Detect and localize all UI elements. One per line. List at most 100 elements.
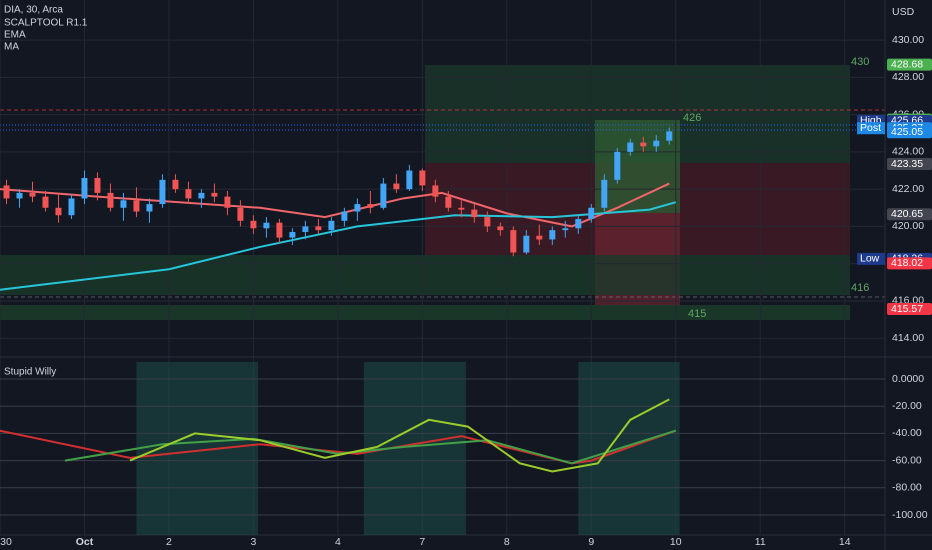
price-tag xyxy=(887,126,932,139)
line xyxy=(0,201,677,291)
candle-body xyxy=(211,192,218,197)
candle-body xyxy=(289,232,296,238)
price-tag-label: 418.02 xyxy=(891,257,923,269)
candle-body xyxy=(276,222,283,238)
zone-green-bottom xyxy=(0,305,850,320)
candle-body xyxy=(263,222,270,229)
candle-body xyxy=(133,200,140,212)
y-tick-label: 424.00 xyxy=(892,146,924,158)
candle-body xyxy=(432,185,439,197)
candle-body xyxy=(42,196,49,208)
shaded-band xyxy=(136,362,258,535)
y-tick-label: 0.0000 xyxy=(892,373,924,385)
candle-body xyxy=(315,226,322,231)
x-tick-label: 9 xyxy=(588,536,594,548)
candle-body xyxy=(458,207,465,210)
candle-body xyxy=(380,183,387,208)
candle-body xyxy=(328,220,335,231)
y-tick-label: -100.00 xyxy=(892,509,928,521)
candle-body xyxy=(29,192,36,197)
line xyxy=(129,398,670,473)
y-tick-label: 414.00 xyxy=(892,332,924,344)
price-tag-label: 425.05 xyxy=(891,126,923,138)
y-tick-label: -60.00 xyxy=(892,454,922,466)
price-tag-label: 415.57 xyxy=(891,303,923,315)
candle-body xyxy=(354,204,361,212)
price-tag-name-bg xyxy=(857,122,885,135)
candle-body xyxy=(55,207,62,216)
candle-body xyxy=(302,226,309,233)
candle-body xyxy=(575,218,582,229)
y-tick-label: -40.00 xyxy=(892,427,922,439)
x-tick-label: 3 xyxy=(250,536,256,548)
y-tick-label: 420.00 xyxy=(892,220,924,232)
candle-body xyxy=(81,177,88,199)
candle-body xyxy=(653,140,660,147)
shaded-band xyxy=(578,362,680,535)
candle-body xyxy=(614,151,621,180)
candle-body xyxy=(536,235,543,240)
zone-label: 415 xyxy=(688,308,706,320)
candle-body xyxy=(523,235,530,253)
candle-body xyxy=(510,230,517,253)
candle-body xyxy=(68,198,75,216)
candle-body xyxy=(16,192,23,199)
x-tick-label: 4 xyxy=(335,536,341,548)
candle-body xyxy=(497,226,504,231)
candle-body xyxy=(588,207,595,219)
x-tick-label: Oct xyxy=(76,536,94,548)
candle-body xyxy=(120,200,127,208)
indicator-label: SCALPTOOL R1.1 xyxy=(4,18,88,29)
candle-body xyxy=(406,170,413,190)
candle-body xyxy=(341,211,348,221)
candle-body xyxy=(666,131,673,141)
x-tick-label: 8 xyxy=(504,536,510,548)
line xyxy=(0,429,677,465)
x-tick-label: 10 xyxy=(670,536,682,548)
candle-body xyxy=(224,196,231,208)
candle-body xyxy=(94,177,101,193)
candle-body xyxy=(367,204,374,208)
price-tag-label: 420.65 xyxy=(891,208,923,220)
x-tick-label: 11 xyxy=(755,536,766,548)
candle-body xyxy=(445,196,452,208)
price-tag xyxy=(887,302,932,315)
candle-body xyxy=(393,183,400,190)
price-tag-name: Post xyxy=(860,122,881,134)
candle-body xyxy=(549,230,556,240)
zone-green-low xyxy=(0,255,850,295)
y-tick-label: 422.00 xyxy=(892,183,924,195)
candle-body xyxy=(172,179,179,190)
price-tag xyxy=(887,157,932,170)
candle-body xyxy=(640,142,647,147)
x-tick-label: 7 xyxy=(419,536,425,548)
candle-body xyxy=(471,209,478,218)
candle-body xyxy=(198,192,205,199)
oscillator-title: Stupid Willy xyxy=(4,367,56,378)
zone-label: 430 xyxy=(851,56,869,68)
x-tick-label: 2 xyxy=(166,536,172,548)
candle-body xyxy=(250,220,257,229)
line xyxy=(0,182,670,228)
indicator-label: MA xyxy=(4,42,19,53)
candle-body xyxy=(484,217,491,227)
price-tag-label: 428.68 xyxy=(891,58,923,70)
price-tag xyxy=(887,208,932,221)
y-tick-label: 430.00 xyxy=(892,34,924,46)
price-tag-label: 423.35 xyxy=(891,158,923,170)
line xyxy=(64,429,677,465)
currency: USD xyxy=(892,6,915,18)
price-tag-name-bg xyxy=(857,252,885,265)
candle-body xyxy=(3,185,10,199)
candle-body xyxy=(237,207,244,221)
candle-body xyxy=(107,192,114,208)
zones xyxy=(0,0,885,535)
y-tick-label: -80.00 xyxy=(892,482,922,494)
candle-body xyxy=(185,189,192,199)
x-tick-label: 30 xyxy=(0,536,12,548)
price-tag-name: Low xyxy=(860,253,880,265)
candle-body xyxy=(562,228,569,231)
candle-body xyxy=(146,204,153,212)
price-tag xyxy=(887,257,932,270)
